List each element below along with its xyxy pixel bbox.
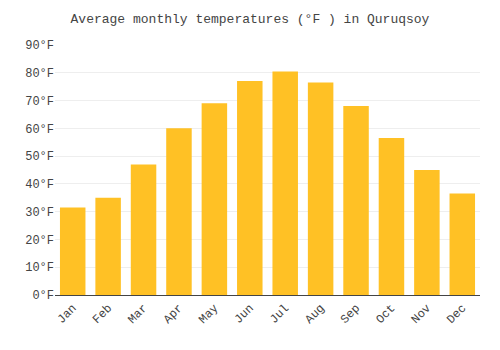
- svg-text:Jan: Jan: [55, 302, 80, 327]
- svg-text:Aug: Aug: [303, 302, 328, 327]
- svg-text:Nov: Nov: [409, 302, 434, 327]
- svg-text:Dec: Dec: [444, 302, 469, 327]
- svg-text:60°F: 60°F: [25, 123, 54, 137]
- svg-text:30°F: 30°F: [25, 206, 54, 220]
- svg-text:10°F: 10°F: [25, 261, 54, 275]
- svg-text:Sep: Sep: [338, 302, 363, 327]
- svg-text:Feb: Feb: [90, 302, 115, 327]
- svg-text:50°F: 50°F: [25, 150, 54, 164]
- svg-text:Oct: Oct: [373, 302, 398, 327]
- svg-text:Average monthly temperatures (: Average monthly temperatures (°F ) in Qu…: [71, 12, 430, 27]
- svg-text:20°F: 20°F: [25, 234, 54, 248]
- svg-text:Apr: Apr: [161, 302, 186, 327]
- svg-text:Jul: Jul: [267, 302, 292, 327]
- svg-text:80°F: 80°F: [25, 67, 54, 81]
- svg-text:Mar: Mar: [125, 302, 150, 327]
- svg-text:90°F: 90°F: [25, 39, 54, 53]
- svg-text:0°F: 0°F: [32, 289, 54, 303]
- svg-text:May: May: [196, 302, 221, 327]
- svg-text:Jun: Jun: [232, 302, 257, 327]
- svg-text:40°F: 40°F: [25, 178, 54, 192]
- svg-text:70°F: 70°F: [25, 95, 54, 109]
